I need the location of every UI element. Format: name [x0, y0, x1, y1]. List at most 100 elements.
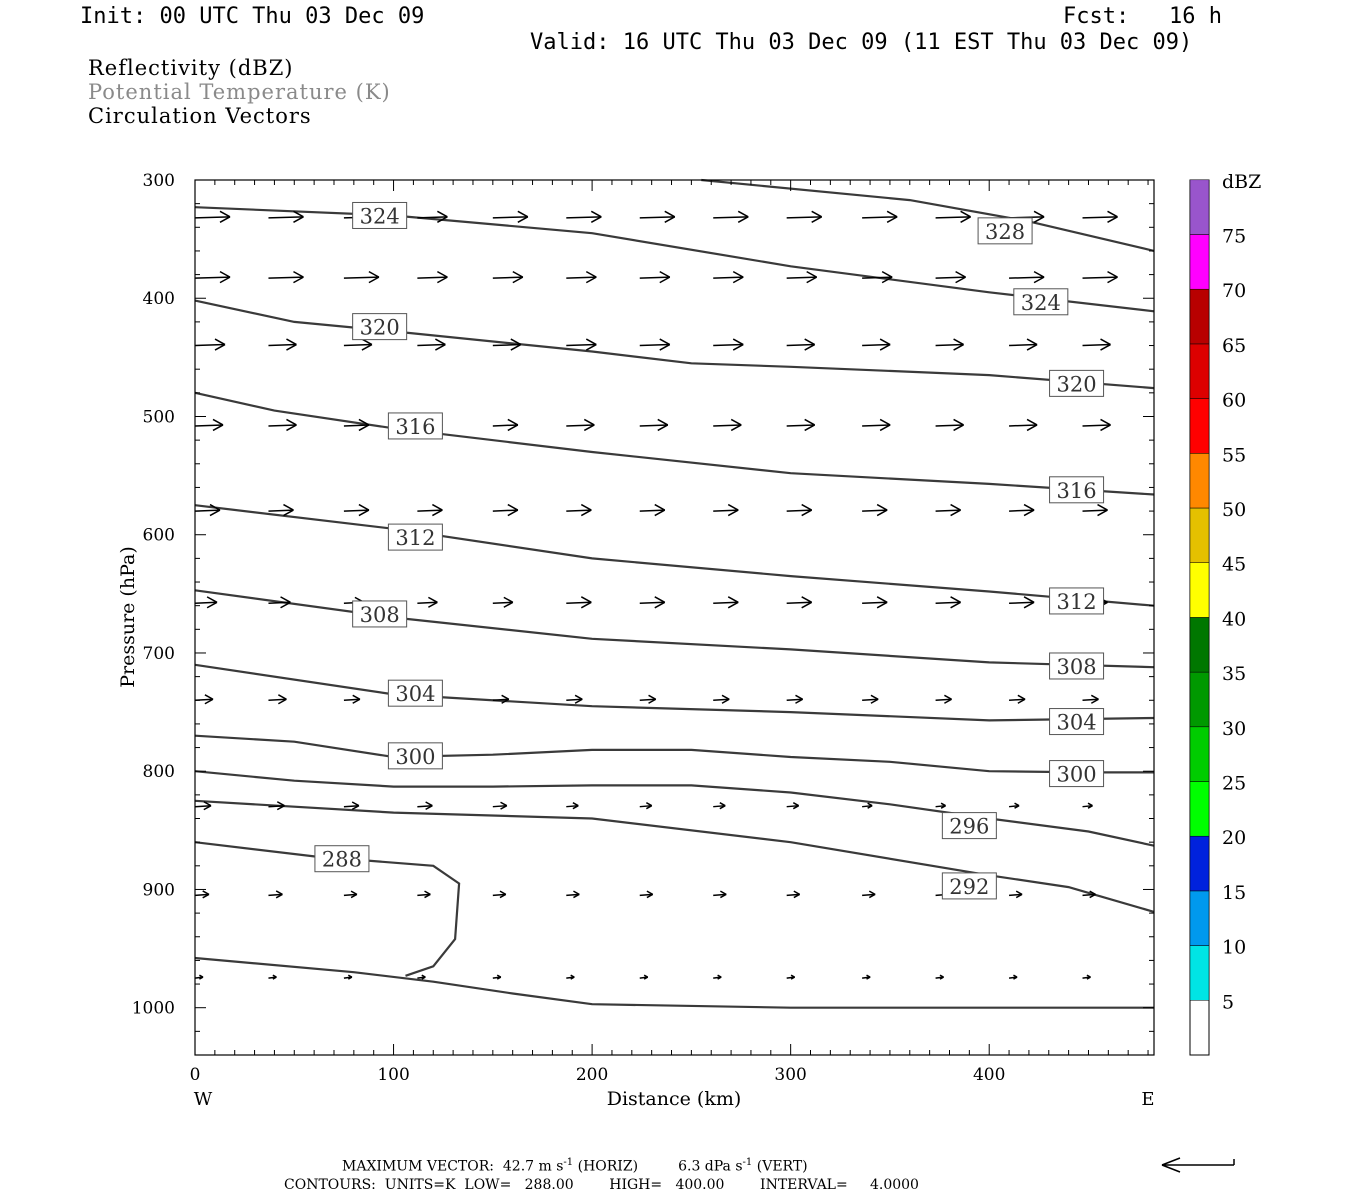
colorbar-label: 10	[1222, 937, 1246, 959]
y-tick-label: 300	[143, 171, 175, 191]
contour-label-box	[1049, 708, 1105, 736]
circulation-vector	[1009, 694, 1026, 704]
colorbar-label: 30	[1222, 718, 1246, 740]
circulation-vector	[417, 210, 448, 223]
circulation-vector	[566, 270, 597, 284]
circulation-vector	[417, 596, 438, 608]
valid-time: Valid: 16 UTC Thu 03 Dec 09 (11 EST Thu …	[530, 30, 1193, 55]
circulation-vector	[786, 890, 801, 899]
contour-label-box	[1049, 369, 1105, 397]
circulation-vector	[566, 596, 592, 609]
colorbar-label: 5	[1222, 991, 1234, 1013]
circulation-vector	[786, 974, 796, 980]
circulation-vector	[268, 694, 287, 705]
colorbar-swatch	[1189, 343, 1210, 399]
circulation-vector	[713, 270, 744, 284]
max-vector-text: MAXIMUM VECTOR: 42.7 m s -1 (HORIZ) 6.3 d…	[342, 1157, 808, 1175]
circulation-vector	[268, 801, 285, 811]
circulation-vector	[713, 418, 742, 432]
circulation-vector	[935, 503, 961, 517]
circulation-vector	[417, 801, 433, 811]
contour-label-box	[387, 742, 443, 770]
contour-label: 312	[395, 526, 435, 550]
circulation-vector	[713, 503, 739, 517]
circulation-vector	[786, 694, 804, 704]
circulation-vector	[935, 694, 952, 704]
colorbar-swatch	[1189, 835, 1210, 892]
circulation-vector	[862, 210, 898, 223]
circulation-vector	[862, 418, 891, 432]
exponent-2: -1	[742, 1157, 753, 1168]
init-time: Init: 00 UTC Thu 03 Dec 09	[80, 4, 425, 29]
contour-label: 296	[949, 815, 989, 839]
circulation-vector	[268, 418, 297, 432]
circulation-vector	[713, 596, 739, 609]
circulation-vector	[1009, 890, 1023, 899]
colorbar-swatch	[1189, 781, 1210, 837]
circulation-vector	[343, 801, 360, 811]
contour-label-box	[1049, 652, 1105, 680]
circulation-vector	[639, 890, 654, 899]
circulation-vector	[862, 694, 879, 704]
y-tick-label: 400	[143, 289, 175, 309]
west-label: W	[194, 1089, 213, 1110]
circulation-vector	[343, 890, 358, 899]
circulation-vector	[343, 418, 370, 432]
colorbar-swatch	[1189, 288, 1210, 345]
circulation-vector	[1082, 974, 1091, 980]
y-tick-label: 900	[143, 880, 175, 900]
circulation-vector	[1082, 418, 1111, 432]
max-vector-suffix: (VERT)	[752, 1158, 808, 1175]
circulation-vector	[862, 596, 888, 609]
circulation-vector	[343, 338, 373, 351]
circulation-vector	[1082, 270, 1118, 284]
y-tick-label: 700	[143, 644, 175, 664]
circulation-vector	[639, 338, 671, 351]
contours-info: CONTOURS: UNITS=K LOW= 288.00 HIGH= 400.…	[284, 1177, 919, 1193]
contour-label: 300	[395, 745, 435, 769]
circulation-vector	[343, 270, 380, 284]
circulation-vector	[343, 503, 370, 517]
max-vector-vert: (HORIZ) 6.3 dPa s	[573, 1158, 743, 1175]
contour-label: 324	[360, 204, 400, 228]
circulation-vector	[1009, 596, 1035, 609]
circulation-vector	[492, 974, 502, 980]
circulation-vector	[343, 694, 361, 704]
max-vector-horiz: MAXIMUM VECTOR: 42.7 m s	[342, 1158, 564, 1175]
circulation-vector	[194, 596, 218, 609]
circulation-vector	[713, 890, 727, 899]
circulation-vector	[268, 890, 283, 899]
contour-label-box	[977, 217, 1033, 245]
x-tick-label: 0	[190, 1065, 201, 1085]
legend-potential-temperature: Potential Temperature (K)	[88, 80, 391, 104]
circulation-vector	[862, 890, 876, 899]
contour-label: 304	[395, 682, 435, 706]
colorbar-swatch	[1189, 179, 1210, 235]
theta-contour	[194, 799, 1155, 913]
circulation-vector	[786, 210, 823, 223]
circulation-vector	[194, 270, 231, 284]
circulation-vector	[492, 338, 522, 351]
contour-label-box	[1049, 760, 1105, 788]
circulation-vector	[713, 210, 749, 223]
circulation-vector	[639, 270, 671, 284]
circulation-vector	[194, 338, 226, 351]
legend-reflectivity: Reflectivity (dBZ)	[88, 56, 294, 80]
circulation-vector	[492, 596, 514, 608]
colorbar-label: 70	[1222, 280, 1246, 302]
theta-contour	[194, 734, 1154, 774]
circulation-vector	[639, 596, 666, 609]
circulation-vector	[194, 974, 204, 980]
contour-label: 316	[395, 415, 435, 439]
colorbar-swatch	[1189, 398, 1210, 454]
circulation-vector	[1009, 338, 1038, 351]
circulation-vector	[639, 503, 666, 517]
circulation-vector	[786, 270, 818, 284]
circulation-vector	[1082, 890, 1096, 899]
circulation-vector	[492, 418, 519, 432]
contour-label-box	[314, 845, 370, 873]
theta-contour	[194, 299, 1155, 390]
contour-label: 312	[1057, 590, 1097, 614]
plot-frame	[194, 179, 1155, 1056]
circulation-vector	[417, 503, 443, 517]
